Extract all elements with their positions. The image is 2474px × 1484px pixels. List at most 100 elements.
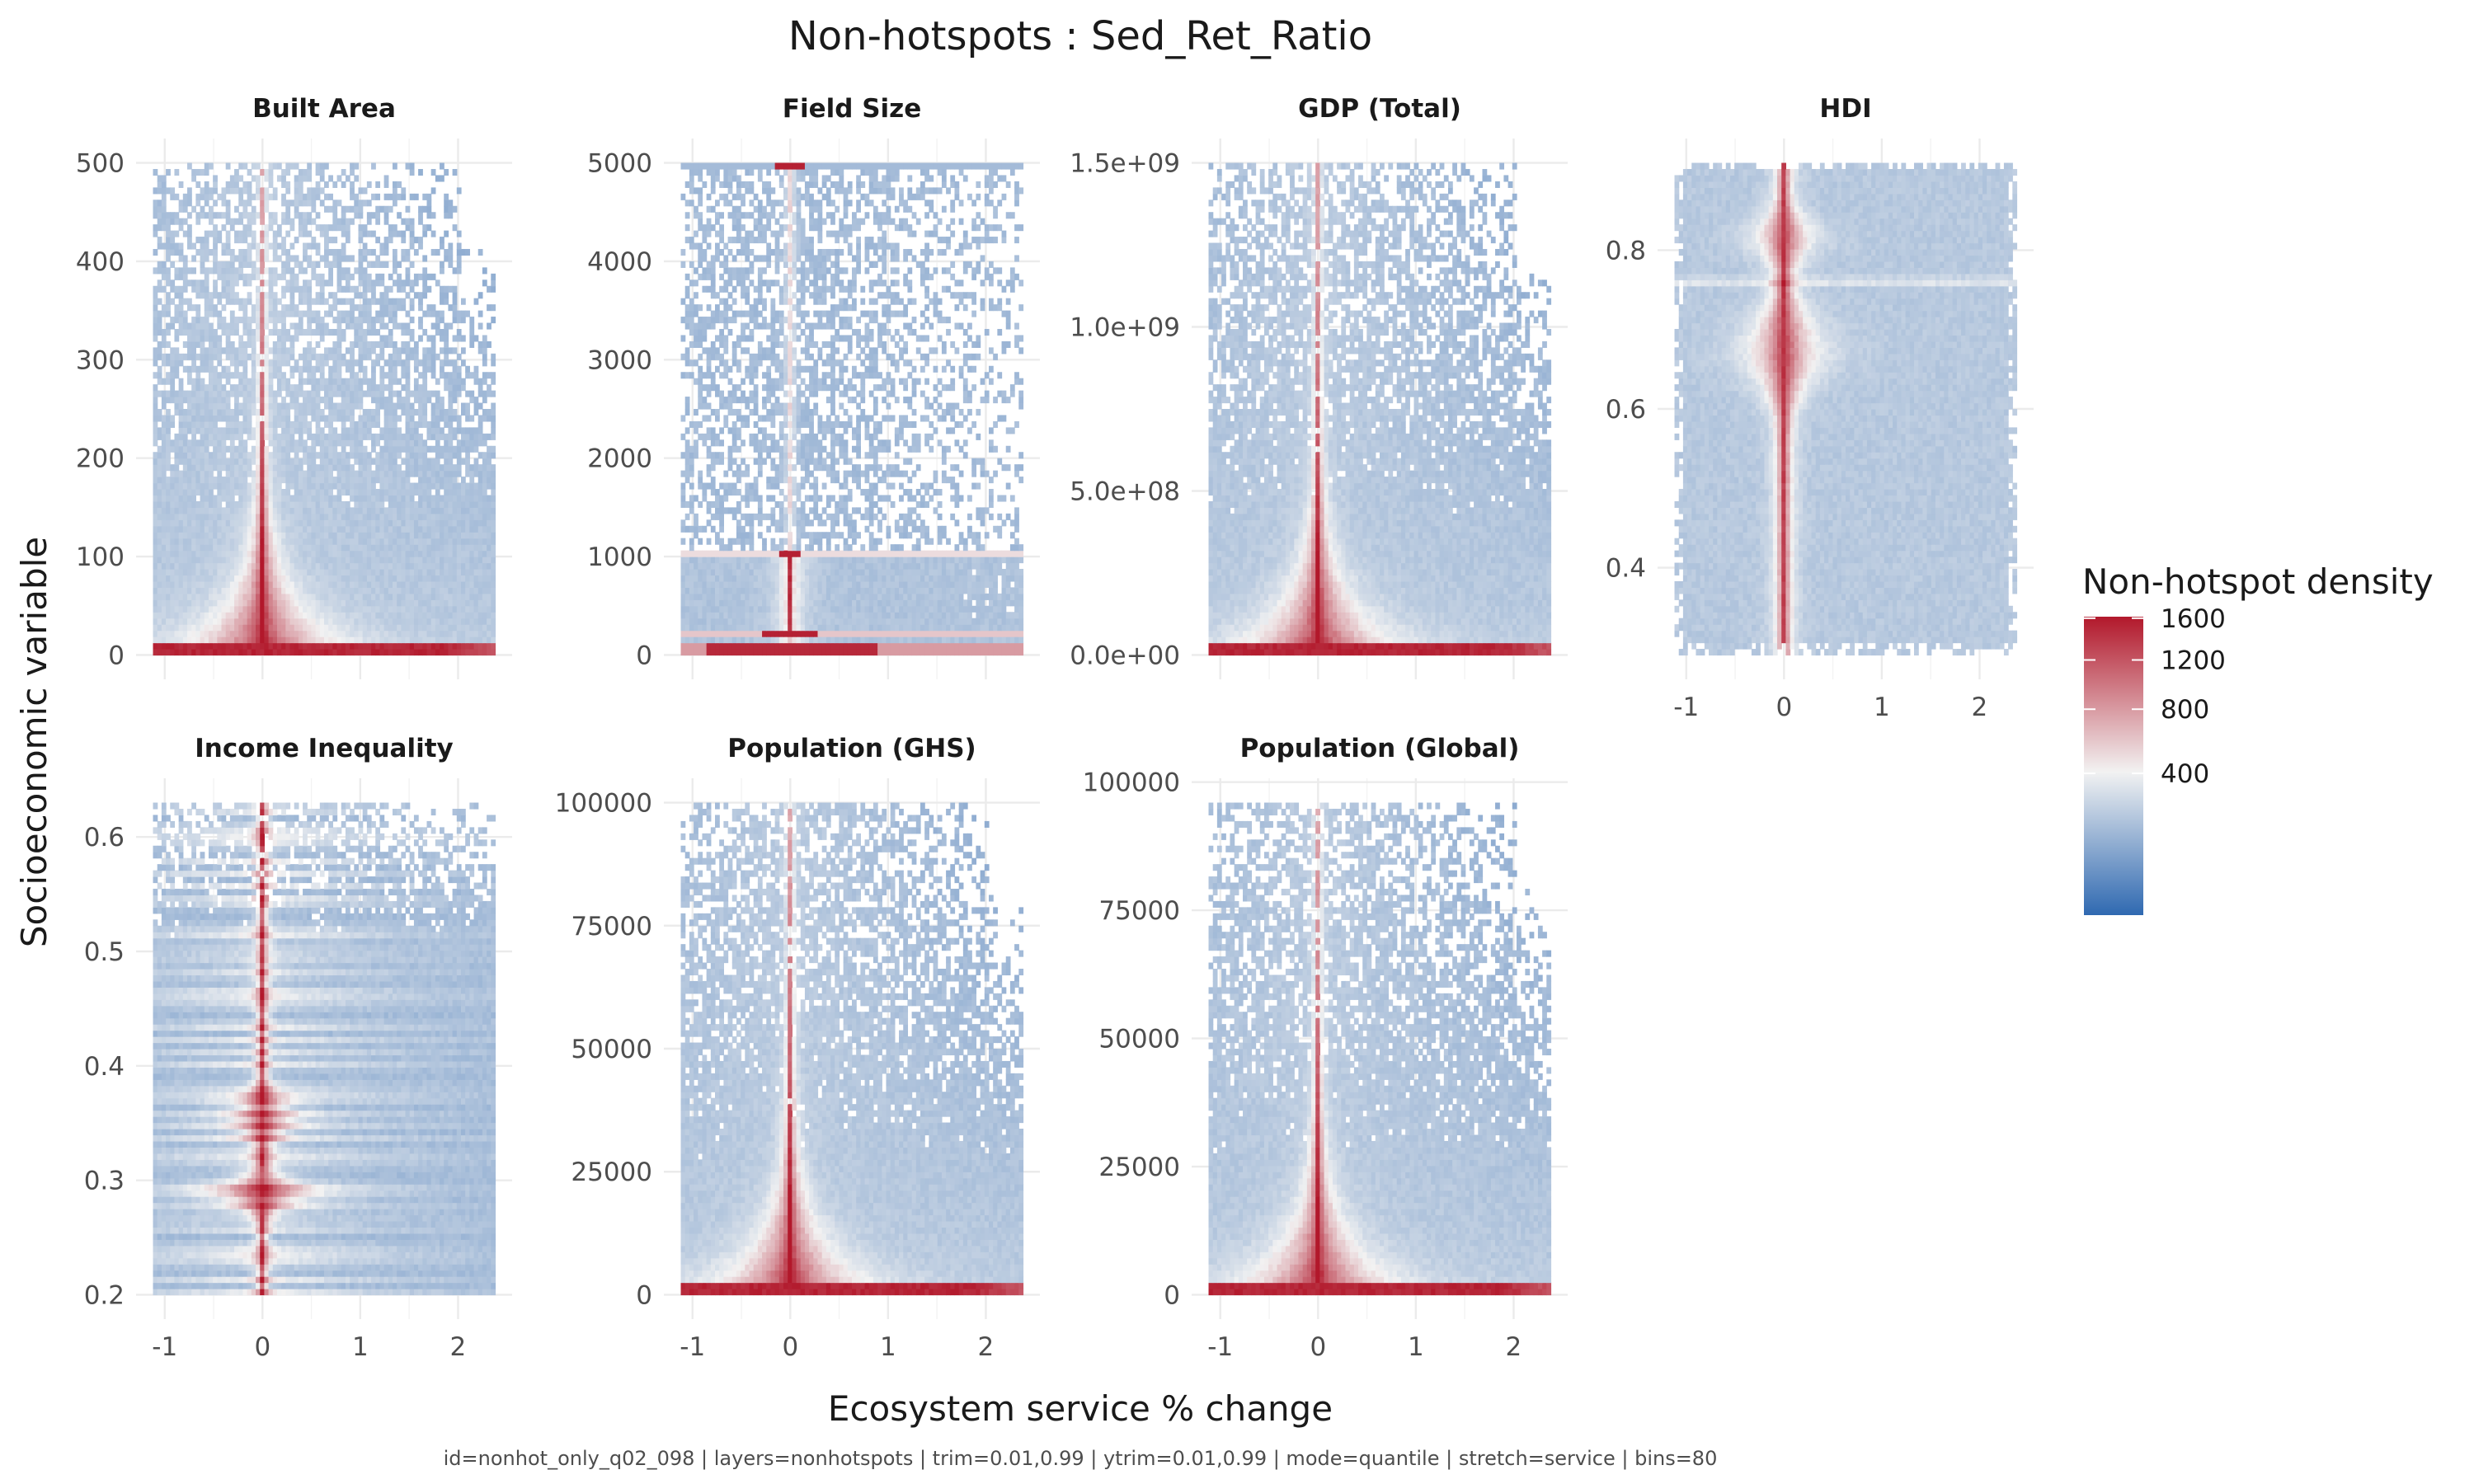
density-tile (307, 452, 312, 458)
density-tile (379, 514, 384, 520)
density-tile (264, 292, 269, 298)
density-tile (384, 483, 389, 490)
density-tile (294, 458, 299, 465)
density-tile (440, 243, 444, 250)
density-tile (359, 649, 364, 655)
density-tile (328, 501, 333, 508)
density-tile (260, 551, 265, 557)
density-tile (247, 403, 252, 410)
density-tile (482, 643, 487, 650)
density-tile (269, 384, 274, 391)
density-tile (166, 421, 171, 428)
density-tile (332, 458, 337, 465)
density-tile (324, 519, 329, 526)
density-tile (158, 599, 162, 606)
density-tile (294, 323, 299, 330)
density-tile (242, 255, 247, 261)
density-tile (410, 587, 415, 594)
density-tile (401, 649, 406, 655)
density-tile (285, 606, 290, 613)
density-tile (273, 391, 278, 397)
density-tile (375, 477, 380, 483)
density-tile (166, 391, 171, 397)
density-tile (435, 519, 440, 526)
density-tile (269, 274, 274, 280)
density-tile (290, 335, 295, 341)
density-tile (491, 446, 496, 453)
density-tile (247, 636, 252, 643)
density-tile (273, 366, 278, 373)
density-tile (187, 544, 192, 551)
density-tile (422, 347, 427, 354)
density-tile (316, 569, 321, 575)
density-tile (281, 624, 286, 631)
density-tile (162, 378, 167, 385)
density-tile (290, 599, 295, 606)
density-tile (234, 514, 239, 520)
density-tile (195, 649, 200, 655)
density-tile (273, 243, 278, 250)
density-tile (170, 599, 175, 606)
density-tile (217, 618, 222, 625)
density-tile (277, 347, 282, 354)
density-tile (359, 224, 364, 231)
density-tile (158, 286, 162, 293)
density-tile (332, 606, 337, 613)
density-tile (465, 501, 470, 508)
density-tile (359, 249, 364, 256)
density-tile (448, 599, 453, 606)
density-tile (363, 304, 368, 311)
density-tile (285, 519, 290, 526)
density-tile (174, 556, 179, 563)
density-tile (191, 421, 196, 428)
density-tile (303, 587, 308, 594)
density-tile (316, 575, 321, 581)
density-tile (277, 636, 282, 643)
density-tile (431, 464, 436, 471)
density-tile (294, 286, 299, 293)
density-tile (222, 538, 227, 545)
density-tile (379, 618, 384, 625)
density-tile (170, 354, 175, 360)
density-tile (242, 544, 247, 551)
density-tile (465, 612, 470, 618)
density-tile (222, 581, 227, 588)
density-tile (375, 341, 380, 348)
density-tile (269, 599, 274, 606)
density-tile (299, 231, 303, 237)
density-tile (337, 274, 342, 280)
density-tile (234, 507, 239, 514)
density-tile (346, 255, 350, 261)
density-tile (195, 415, 200, 421)
density-tile (213, 458, 218, 465)
density-tile (367, 575, 372, 581)
density-tile (195, 378, 200, 385)
density-tile (448, 347, 453, 354)
density-tile (226, 532, 231, 538)
density-tile (264, 311, 269, 317)
density-tile (359, 311, 364, 317)
density-tile (269, 495, 274, 501)
density-tile (264, 237, 269, 243)
density-tile (222, 403, 227, 410)
density-tile (393, 519, 397, 526)
density-tile (269, 551, 274, 557)
density-tile (234, 649, 239, 655)
density-tile (320, 446, 325, 453)
density-tile (294, 606, 299, 613)
density-tile (393, 477, 397, 483)
density-tile (166, 427, 171, 434)
density-tile (281, 311, 286, 317)
density-tile (410, 415, 415, 421)
density-tile (307, 409, 312, 416)
density-tile (158, 298, 162, 305)
density-tile (209, 581, 214, 588)
density-tile (222, 575, 227, 581)
density-tile (222, 507, 227, 514)
density-tile (474, 569, 479, 575)
density-tile (457, 329, 462, 336)
density-tile (346, 581, 350, 588)
density-tile (367, 298, 372, 305)
density-tile (316, 243, 321, 250)
density-tile (363, 612, 368, 618)
